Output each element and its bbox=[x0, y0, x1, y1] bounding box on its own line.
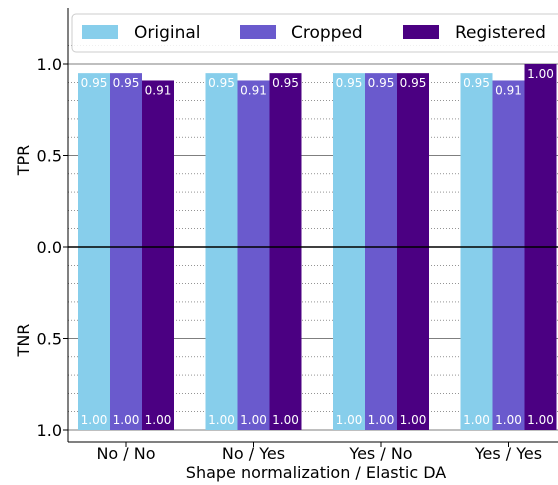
x-axis-title: Shape normalization / Elastic DA bbox=[186, 463, 446, 482]
tnr-bar bbox=[365, 247, 397, 430]
y-axis-title-tpr: TPR bbox=[14, 145, 33, 177]
legend-swatch-registered bbox=[403, 25, 439, 39]
x-tick-label: No / No bbox=[96, 444, 155, 463]
legend-label-cropped: Cropped bbox=[291, 23, 363, 43]
tnr-bar bbox=[269, 247, 302, 430]
tnr-tick-label: 1.0 bbox=[37, 421, 62, 440]
tnr-bar-label: 1.00 bbox=[81, 413, 108, 427]
tnr-bar-label: 1.00 bbox=[495, 413, 522, 427]
tpr-bar bbox=[205, 73, 238, 248]
tnr-bar-label: 1.00 bbox=[368, 413, 395, 427]
bar-value-labels: 0.95 1.00 0.95 1.00 0.91 1.00 0.95 1.00 0.91 1.00… bbox=[81, 67, 554, 427]
x-tick-label: Yes / Yes bbox=[474, 444, 542, 463]
tnr-bar-label: 1.00 bbox=[336, 413, 363, 427]
legend-frame bbox=[71, 13, 558, 53]
tpr-bar bbox=[78, 73, 110, 248]
tnr-bar-label: 1.00 bbox=[527, 413, 554, 427]
tpr-bar bbox=[524, 64, 557, 247]
tnr-bar bbox=[110, 247, 142, 430]
tpr-bar-label: 0.95 bbox=[400, 76, 427, 90]
tnr-tick-label: 0.5 bbox=[37, 330, 62, 349]
tnr-bar-label: 1.00 bbox=[400, 413, 427, 427]
legend-label-original: Original bbox=[134, 23, 201, 43]
tpr-bar bbox=[365, 73, 397, 248]
legend-label-registered: Registered bbox=[455, 23, 546, 43]
tnr-bar bbox=[460, 247, 493, 430]
tnr-bar-label: 1.00 bbox=[463, 413, 490, 427]
tnr-bar-label: 1.00 bbox=[145, 413, 172, 427]
tpr-bar-label: 0.95 bbox=[336, 76, 363, 90]
tnr-bar bbox=[492, 247, 525, 430]
tpr-bar-label: 0.95 bbox=[368, 76, 395, 90]
tpr-tick-label: 1.0 bbox=[37, 55, 62, 74]
tpr-bar-label: 0.95 bbox=[272, 76, 299, 90]
tnr-bar bbox=[78, 247, 110, 430]
bars bbox=[78, 64, 557, 430]
tnr-bar-label: 1.00 bbox=[272, 413, 299, 427]
tnr-bar bbox=[205, 247, 238, 430]
legend-swatch-cropped bbox=[240, 25, 276, 39]
tnr-bar bbox=[142, 247, 174, 430]
x-tick-label: No / Yes bbox=[222, 444, 285, 463]
tpr-bar-label: 0.95 bbox=[81, 76, 108, 90]
tpr-bar-label: 0.91 bbox=[240, 83, 267, 97]
axes: No / No No / Yes Yes / No Yes / Yes 0.0 0.5 1.… bbox=[37, 8, 558, 463]
tpr-bar bbox=[492, 80, 525, 247]
x-tick-label: Yes / No bbox=[348, 444, 412, 463]
tpr-bar-label: 0.91 bbox=[145, 83, 172, 97]
tpr-bar bbox=[269, 73, 302, 248]
tpr-bar bbox=[460, 73, 493, 248]
tpr-bar bbox=[142, 80, 174, 247]
tnr-bar-label: 1.00 bbox=[113, 413, 140, 427]
tpr-bar-label: 0.95 bbox=[208, 76, 235, 90]
tnr-bar-label: 1.00 bbox=[240, 413, 267, 427]
tpr-bar-label: 0.95 bbox=[463, 76, 490, 90]
tpr-bar bbox=[110, 73, 142, 248]
tnr-bar bbox=[524, 247, 557, 430]
tpr-bar bbox=[333, 73, 365, 248]
tpr-tick-label: 0.0 bbox=[37, 238, 62, 257]
tpr-bar-label: 0.95 bbox=[113, 76, 140, 90]
tpr-tick-label: 0.5 bbox=[37, 147, 62, 166]
tpr-bar-label: 0.91 bbox=[495, 83, 522, 97]
tnr-bar bbox=[333, 247, 365, 430]
tnr-bar bbox=[397, 247, 429, 430]
tnr-bar-label: 1.00 bbox=[208, 413, 235, 427]
tpr-bar bbox=[397, 73, 429, 248]
tpr-bar bbox=[237, 80, 270, 247]
legend: Original Cropped Registered bbox=[71, 13, 558, 53]
y-axis-title-tnr: TNR bbox=[14, 324, 33, 358]
tnr-bar bbox=[237, 247, 270, 430]
tpr-bar-label: 1.00 bbox=[527, 67, 554, 81]
legend-swatch-original bbox=[82, 25, 118, 39]
